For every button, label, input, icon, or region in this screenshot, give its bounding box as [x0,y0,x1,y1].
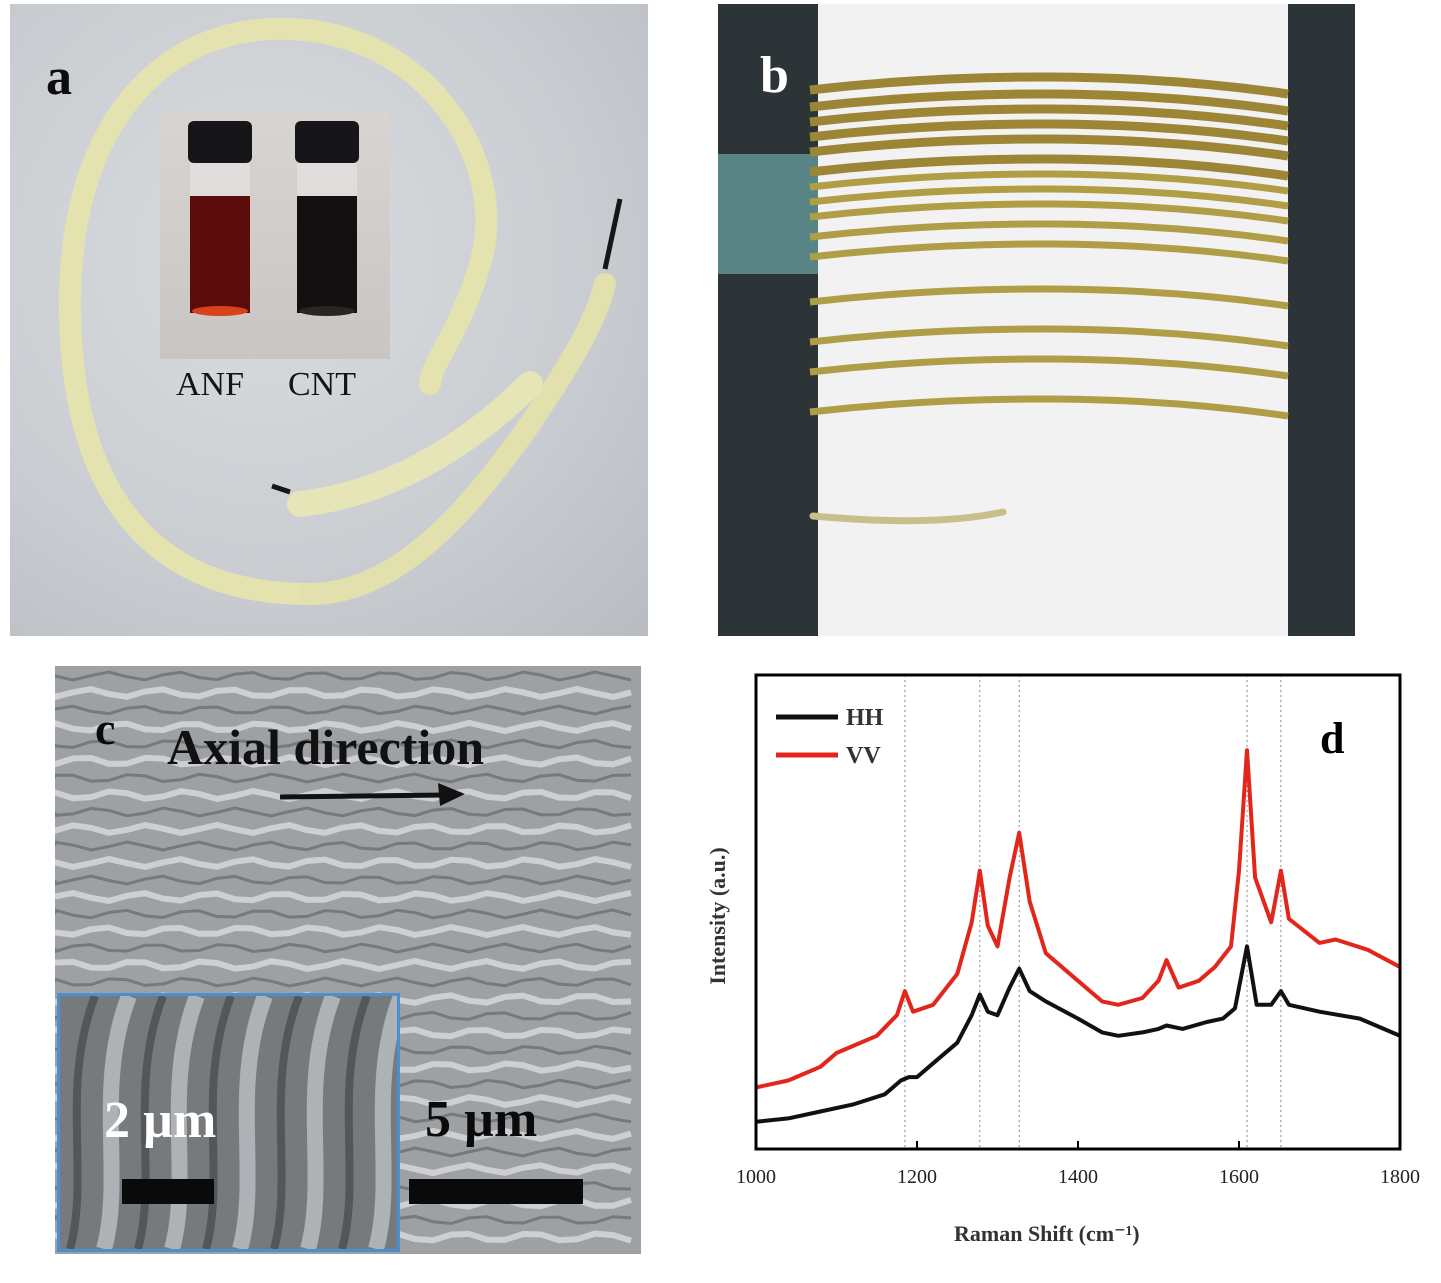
fiber-coil [809,325,1289,350]
vial-liquid-anf [190,196,250,313]
fiber-free-end [809,508,1007,525]
fiber-coil [809,134,1289,161]
fiber-coil [809,285,1289,310]
x-tick-label: 1600 [1219,1166,1259,1188]
vial-cap [188,121,252,163]
fiber-coil [809,355,1289,380]
scale-label: 5 µm [425,1091,538,1148]
vial-liquid-cnt [297,196,357,313]
vials-inset [160,111,390,359]
vial-label-anf: ANF [176,366,245,403]
vial-label-cnt: CNT [288,366,356,403]
arrow-head-icon [438,783,465,806]
core-wire-bottom [271,483,291,495]
fiber-coil [809,89,1289,116]
fiber-end-segment [287,371,543,517]
panel-label: c [95,703,116,754]
sem-inset: 2 µm [57,993,400,1252]
legend-label-hh: HH [846,705,884,731]
fiber-loop-photo [58,17,623,605]
panel-b-photo: b [718,4,1355,636]
fiber-coil [809,154,1289,181]
x-tick-label: 1800 [1380,1166,1420,1188]
series-line-hh [755,944,1401,1124]
panel-label: d [1320,714,1345,763]
panel-label: a [46,49,72,106]
sem-inset-texture [66,996,397,1249]
fiber-tail [299,273,616,605]
fiber-loop [58,17,498,605]
panel-c-sem: c Axial direction 2 µm 5 µm [55,666,641,1254]
wound-fiber-photo [718,4,1355,636]
x-tick-label: 1200 [897,1166,937,1188]
x-tick-label: 1400 [1058,1166,1098,1188]
vial-cap [295,121,359,163]
inset-scale-bar [122,1179,214,1204]
x-tick-label: 1000 [736,1166,776,1188]
axial-arrow [279,783,465,806]
panel-d-raman-chart: 1000 1200 1400 1600 1800 HH VV d Raman Shift … [680,655,1441,1265]
panel-label: b [760,47,789,104]
fiber-coil [809,119,1289,146]
fiber-coil [809,170,1289,195]
legend-label-vv: VV [846,743,881,769]
fiber-coil [809,395,1289,420]
core-wire-top [602,198,623,270]
fiber-coils [809,72,1289,420]
x-axis-title: Raman Shift (cm⁻¹) [954,1221,1140,1246]
inset-scale-label: 2 µm [104,1092,217,1149]
fiber-coil [809,220,1289,245]
panel-a-photo: a ANF CNT [10,4,648,636]
fiber-coil [809,240,1289,265]
scale-bar [409,1179,583,1204]
axial-direction-label: Axial direction [167,719,485,775]
fiber-coil [809,72,1289,99]
fiber-coil [809,200,1289,225]
raman-spectrum-chart: 1000 1200 1400 1600 1800 HH VV [736,673,1420,1188]
y-axis-title: Intensity (a.u.) [705,847,730,985]
vials-illustration [188,121,359,316]
fiber-coil [809,185,1289,210]
series-line-vv [755,748,1401,1090]
fiber-coil [809,104,1289,131]
